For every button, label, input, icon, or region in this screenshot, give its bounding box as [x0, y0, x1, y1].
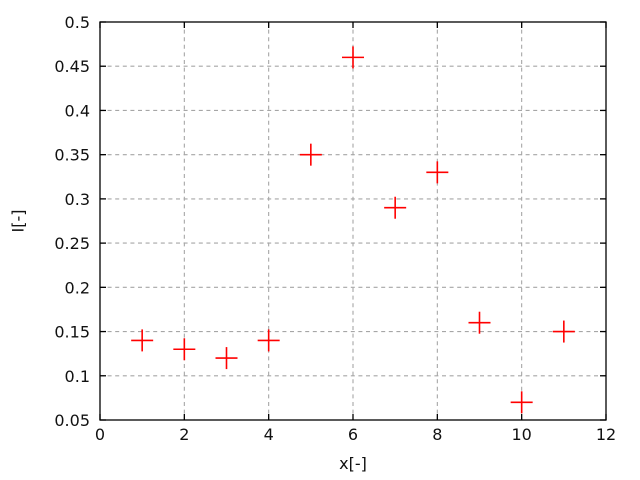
- x-tick-label: 6: [348, 425, 358, 444]
- x-tick-label: 12: [596, 425, 616, 444]
- y-tick-label: 0.25: [54, 234, 90, 253]
- data-point-marker: [426, 161, 449, 184]
- y-axis-label: I[-]: [8, 209, 28, 233]
- x-tick-label: 4: [264, 425, 274, 444]
- y-tick-label: 0.2: [65, 278, 90, 297]
- data-point-marker: [215, 347, 238, 370]
- y-tick-label: 0.4: [65, 101, 90, 120]
- data-point-marker: [257, 329, 280, 352]
- x-tick-label: 10: [511, 425, 531, 444]
- data-point-marker: [299, 143, 322, 166]
- data-point-marker: [510, 391, 533, 414]
- x-tick-label: 2: [179, 425, 189, 444]
- y-tick-label: 0.35: [54, 146, 90, 165]
- data-point-marker: [131, 329, 154, 352]
- y-tick-label: 0.05: [54, 411, 90, 430]
- x-tick-label: 8: [432, 425, 442, 444]
- y-tick-label: 0.45: [54, 57, 90, 76]
- y-tick-label: 0.5: [65, 13, 90, 32]
- y-tick-label: 0.15: [54, 323, 90, 342]
- y-tick-label: 0.3: [65, 190, 90, 209]
- data-point-marker: [552, 320, 575, 343]
- x-axis-label: x[-]: [339, 454, 367, 473]
- y-tick-label: 0.1: [65, 367, 90, 386]
- data-point-marker: [173, 338, 196, 361]
- data-point-marker: [384, 196, 407, 219]
- data-point-marker: [342, 46, 364, 69]
- data-point-marker: [468, 311, 491, 334]
- x-tick-label: 0: [95, 425, 105, 444]
